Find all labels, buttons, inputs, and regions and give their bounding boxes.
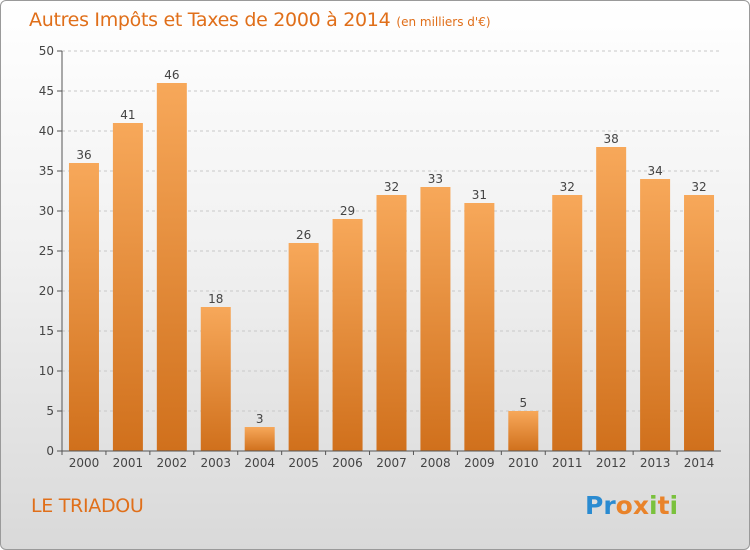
- bar-value-label: 26: [296, 228, 311, 242]
- y-tick-label: 30: [39, 204, 54, 218]
- bar-value-label: 32: [560, 180, 575, 194]
- bar: [332, 219, 363, 451]
- x-tick-label: 2012: [596, 456, 627, 470]
- bar-value-label: 41: [120, 108, 135, 122]
- chart-title-text: Autres Impôts et Taxes de 2000 à 2014: [29, 9, 391, 31]
- y-tick-label: 45: [39, 84, 54, 98]
- x-tick-label: 2011: [552, 456, 583, 470]
- bar-value-label: 32: [384, 180, 399, 194]
- logo-letter: x: [632, 491, 649, 520]
- bar-value-label: 33: [428, 172, 443, 186]
- x-tick-label: 2005: [288, 456, 319, 470]
- y-tick-label: 5: [46, 404, 54, 418]
- x-tick-label: 2000: [69, 456, 100, 470]
- x-tick-label: 2001: [113, 456, 144, 470]
- x-tick-label: 2004: [244, 456, 275, 470]
- bar-value-label: 18: [208, 292, 223, 306]
- bar: [552, 195, 583, 451]
- y-tick-label: 0: [46, 444, 54, 458]
- y-tick-label: 10: [39, 364, 54, 378]
- x-tick-label: 2013: [640, 456, 671, 470]
- x-tick-label: 2010: [508, 456, 539, 470]
- y-tick-label: 25: [39, 244, 54, 258]
- bar: [112, 123, 143, 451]
- x-tick-label: 2009: [464, 456, 495, 470]
- logo-letter: o: [615, 491, 633, 520]
- proxiti-logo: Proxiti: [585, 491, 678, 520]
- bar-value-label: 32: [691, 180, 706, 194]
- bar: [200, 307, 231, 451]
- logo-letter: t: [657, 491, 670, 520]
- bar: [420, 187, 451, 451]
- bar: [508, 411, 539, 451]
- x-tick-label: 2008: [420, 456, 451, 470]
- y-tick-label: 15: [39, 324, 54, 338]
- bar: [596, 147, 627, 451]
- logo-letter: i: [669, 491, 679, 520]
- bar-value-label: 36: [76, 148, 91, 162]
- logo-letter: P: [585, 491, 604, 520]
- x-tick-label: 2002: [157, 456, 188, 470]
- y-tick-label: 20: [39, 284, 54, 298]
- y-tick-label: 35: [39, 164, 54, 178]
- bar-value-label: 38: [604, 132, 619, 146]
- bar-value-label: 31: [472, 188, 487, 202]
- bar: [288, 243, 319, 451]
- unit-label: (en milliers d'€): [396, 15, 491, 29]
- bar: [244, 427, 275, 451]
- chart-title: Autres Impôts et Taxes de 2000 à 2014 (en…: [29, 9, 491, 31]
- bar-value-label: 29: [340, 204, 355, 218]
- x-tick-label: 2006: [332, 456, 363, 470]
- bar: [684, 195, 715, 451]
- logo-letter: r: [603, 491, 616, 520]
- x-tick-label: 2003: [200, 456, 231, 470]
- bar-value-label: 3: [256, 412, 264, 426]
- x-tick-label: 2014: [684, 456, 715, 470]
- y-tick-label: 40: [39, 124, 54, 138]
- logo-letter: i: [649, 491, 658, 520]
- bar: [156, 83, 187, 451]
- commune-name: LE TRIADOU: [31, 495, 144, 517]
- x-tick-label: 2007: [376, 456, 407, 470]
- bar-value-label: 34: [647, 164, 662, 178]
- bar-value-label: 46: [164, 68, 179, 82]
- y-tick-label: 50: [39, 44, 54, 58]
- bar: [68, 163, 99, 451]
- bar: [640, 179, 671, 451]
- bar: [464, 203, 495, 451]
- bar-value-label: 5: [519, 396, 527, 410]
- bar: [376, 195, 407, 451]
